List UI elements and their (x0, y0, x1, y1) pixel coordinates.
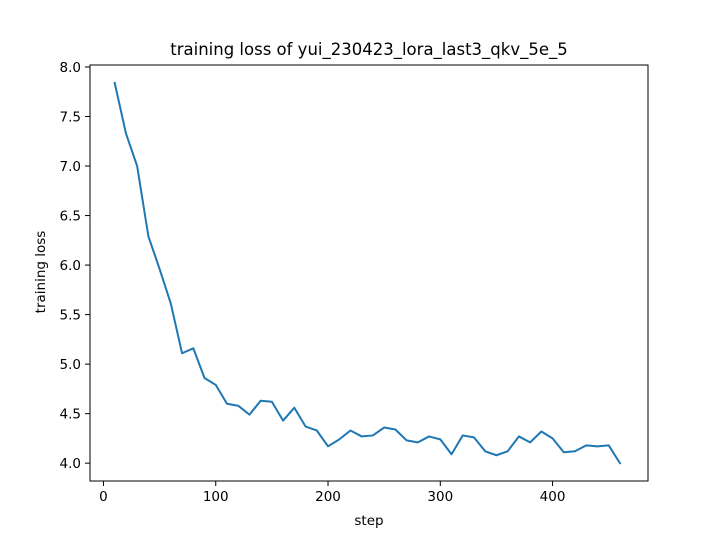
y-tick-label: 7.5 (60, 110, 81, 126)
x-tick-label: 0 (99, 489, 108, 505)
y-tick-label: 5.0 (60, 357, 81, 373)
y-tick-label: 6.0 (60, 258, 81, 274)
series-line-0 (113, 81, 622, 465)
x-axis-label: step (354, 513, 383, 529)
x-tick-label: 400 (540, 489, 566, 505)
y-tick-label: 5.5 (60, 308, 81, 324)
y-tick-label: 7.0 (60, 159, 81, 175)
y-tick-label: 4.0 (60, 456, 81, 472)
x-tick-label: 100 (203, 489, 229, 505)
chart-title: training loss of yui_230423_lora_last3_q… (170, 40, 568, 60)
y-tick-label: 4.5 (60, 407, 81, 423)
y-axis-label: training loss (33, 231, 49, 314)
plot-area: 0 100 200 300 400 4.0 4.5 5.0 5.5 6.0 6.5 7.0 7.5 8.0 (60, 60, 649, 505)
x-tick-label: 300 (427, 489, 453, 505)
x-tick-label: 200 (315, 489, 341, 505)
y-tick-label: 8.0 (60, 60, 81, 76)
y-tick-label: 6.5 (60, 209, 81, 225)
axes-frame (89, 64, 649, 482)
